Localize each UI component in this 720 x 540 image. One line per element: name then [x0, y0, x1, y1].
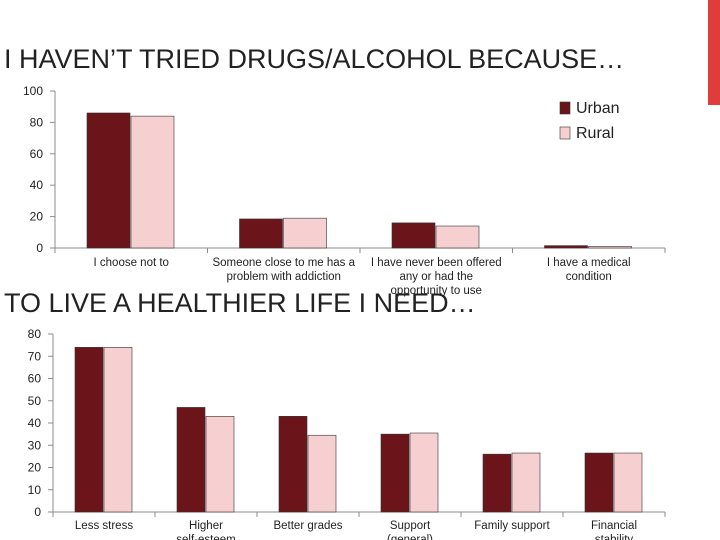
y-tick-label: 40: [28, 416, 42, 430]
x-category-label: problem with addiction: [227, 271, 341, 283]
x-category-label: any or had the: [399, 271, 473, 283]
y-tick-label: 30: [28, 438, 42, 452]
y-tick-label: 50: [28, 394, 42, 408]
y-tick-label: 0: [34, 505, 41, 519]
bar-urban: [74, 347, 104, 513]
x-category-label: Less stress: [75, 520, 133, 532]
chart-title-healthier-life: TO LIVE A HEALTHIER LIFE I NEED…: [4, 288, 476, 318]
y-tick-label: 20: [30, 210, 44, 224]
bar-urban: [278, 416, 308, 513]
bar-rural: [613, 452, 643, 513]
bar-urban: [391, 222, 436, 249]
chart-title-drugs-alcohol: I HAVEN’T TRIED DRUGS/ALCOHOL BECAUSE…: [4, 44, 625, 74]
y-tick-label: 100: [23, 84, 43, 98]
bar-rural: [205, 416, 235, 513]
x-category-label: I choose not to: [94, 257, 169, 269]
x-category-label: Better grades: [273, 520, 342, 532]
bar-urban: [239, 218, 283, 249]
bar-urban: [380, 433, 410, 513]
bar-rural: [283, 217, 327, 249]
x-category-label: Someone close to me has a: [212, 257, 355, 269]
y-tick-label: 80: [28, 327, 42, 341]
y-tick-label: 0: [36, 241, 43, 255]
bar-urban: [544, 245, 588, 249]
x-category-label: Financial: [591, 520, 637, 532]
y-tick-label: 60: [30, 147, 44, 161]
y-tick-label: 10: [28, 483, 42, 497]
y-tick-label: 20: [28, 461, 42, 475]
bar-rural: [409, 432, 439, 513]
y-tick-label: 80: [30, 115, 44, 129]
bar-rural: [511, 452, 541, 513]
x-category-label: I have never been offered: [371, 257, 502, 269]
bar-rural: [588, 246, 632, 249]
x-category-label: condition: [566, 271, 612, 283]
legend-label-rural: Rural: [576, 125, 614, 142]
y-tick-label: 40: [30, 178, 44, 192]
x-category-label: Support: [390, 520, 431, 532]
x-category-label: stability: [595, 534, 634, 540]
bar-rural: [435, 225, 480, 249]
x-category-label: Higher: [189, 520, 223, 532]
bar-rural: [307, 434, 337, 513]
x-category-label: self-esteem: [176, 534, 235, 540]
bar-rural: [130, 115, 175, 249]
x-category-label: (general): [387, 534, 433, 540]
x-category-label: I have a medical: [547, 257, 631, 269]
bar-rural: [103, 347, 133, 513]
accent-bar: [708, 0, 720, 105]
legend-label-urban: Urban: [576, 100, 620, 117]
x-category-label: opportunity to use: [391, 285, 482, 297]
bar-urban: [176, 407, 206, 513]
legend-swatch-urban: [559, 101, 571, 115]
x-category-label: Family support: [474, 520, 550, 532]
bar-urban: [584, 452, 614, 513]
y-tick-label: 60: [28, 372, 42, 386]
legend-swatch-rural: [559, 126, 571, 140]
y-tick-label: 70: [28, 349, 42, 363]
bar-urban: [86, 112, 131, 249]
bar-urban: [482, 453, 512, 513]
